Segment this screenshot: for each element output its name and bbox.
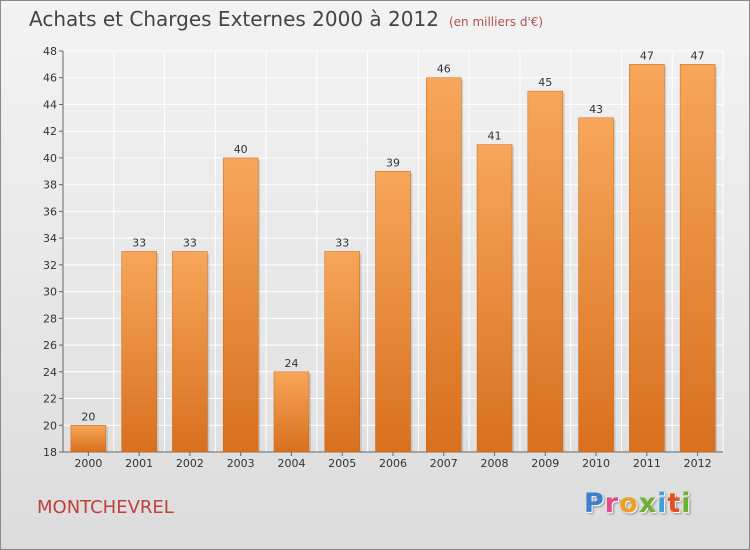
x-tick-label-2005: 2005 [328, 457, 356, 470]
x-tick-label-2012: 2012 [684, 457, 712, 470]
y-tick-label: 46 [43, 72, 57, 85]
bar-2002 [172, 251, 208, 453]
data-label-2006: 39 [386, 156, 400, 169]
bar-2010 [578, 117, 614, 453]
chart-title: Achats et Charges Externes 2000 à 2012 (e… [29, 7, 543, 31]
x-tick-label-2000: 2000 [74, 457, 102, 470]
y-tick-label: 28 [43, 312, 57, 325]
data-label-2011: 47 [640, 49, 654, 62]
data-labels: 20 33 33 40 24 33 39 46 41 45 43 47 47 [81, 49, 704, 423]
data-label-2008: 41 [488, 130, 502, 143]
data-label-2007: 46 [437, 63, 451, 76]
y-tick-label: 34 [43, 232, 57, 245]
y-tick-label: 42 [43, 125, 57, 138]
bar-2003 [222, 157, 259, 453]
y-tick-label: 44 [43, 98, 57, 111]
y-tick-label: 26 [43, 339, 57, 352]
data-label-2000: 20 [81, 410, 95, 423]
y-tick-label: 22 [43, 393, 57, 406]
bar-2001 [121, 251, 157, 453]
data-label-2001: 33 [132, 237, 146, 250]
data-label-2012: 47 [691, 49, 705, 62]
bar-2005 [324, 251, 360, 453]
commune-name: MONTCHEVREL [37, 497, 174, 518]
y-tick-label: 18 [43, 446, 57, 459]
bar-2004 [273, 371, 310, 453]
bar-2008 [476, 144, 513, 453]
x-tick-label-2001: 2001 [125, 457, 153, 470]
data-label-2004: 24 [284, 357, 298, 370]
y-tick-label: 30 [43, 286, 57, 299]
bar-2009 [527, 90, 564, 453]
x-tick-label-2002: 2002 [176, 457, 204, 470]
bar-2011 [629, 64, 665, 453]
x-tick-label-2008: 2008 [481, 457, 509, 470]
bar-2012 [679, 64, 716, 453]
x-tick-label-2004: 2004 [277, 457, 305, 470]
data-label-2005: 33 [335, 237, 349, 250]
y-tick-label: 24 [43, 366, 57, 379]
chart-subtitle: (en milliers d'€) [448, 15, 544, 29]
data-label-2002: 33 [183, 237, 197, 250]
y-tick-label: 32 [43, 259, 57, 272]
y-tick-label: 36 [43, 205, 57, 218]
brand-letter: t [667, 488, 682, 519]
x-tick-label-2009: 2009 [531, 457, 559, 470]
bars [70, 64, 718, 453]
x-tick-label-2003: 2003 [227, 457, 255, 470]
x-tick-label-2011: 2011 [633, 457, 661, 470]
x-tick-label-2006: 2006 [379, 457, 407, 470]
data-label-2009: 45 [538, 76, 552, 89]
y-tick-label: 20 [43, 419, 57, 432]
brand-logo: Proxiti [584, 488, 692, 519]
brand-letter: P [584, 488, 605, 519]
x-tick-label-2010: 2010 [582, 457, 610, 470]
bar-2006 [375, 171, 411, 453]
bar-2000 [70, 425, 107, 453]
data-label-2003: 40 [234, 143, 248, 156]
chart-title-text: Achats et Charges Externes 2000 à 2012 [29, 7, 439, 31]
brand-letter: x [638, 488, 658, 519]
brand-letter: o [619, 488, 639, 519]
y-tick-label: 38 [43, 179, 57, 192]
x-tick-label-2007: 2007 [430, 457, 458, 470]
brand-letter: i [681, 488, 692, 519]
bar-2007 [426, 77, 462, 453]
data-label-2010: 43 [589, 103, 603, 116]
brand-letter: i [657, 488, 668, 519]
y-tick-label: 40 [43, 152, 57, 165]
brand-letter: r [604, 488, 620, 519]
y-tick-label: 48 [43, 45, 57, 58]
